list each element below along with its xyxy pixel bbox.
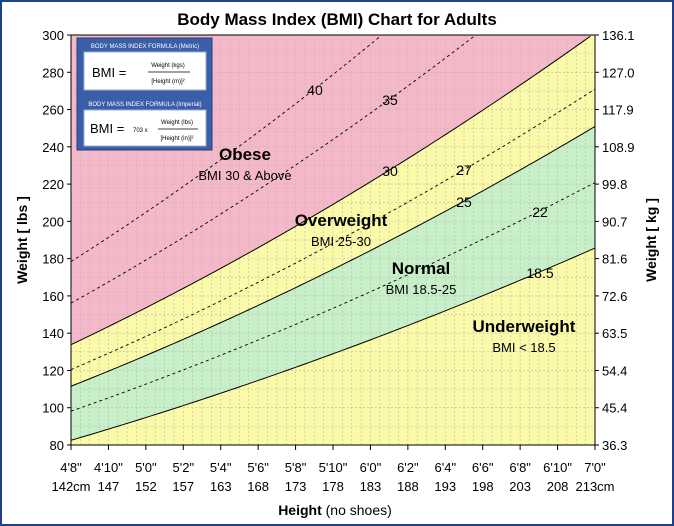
- x-tick-label-cm: 193: [434, 479, 456, 494]
- bmi-curve-22: [70, 182, 596, 412]
- formula-imperial-title: BODY MASS INDEX FORMULA (Imperial): [88, 102, 201, 108]
- y-tick-label-lbs: 180: [42, 252, 64, 267]
- x-tick-label-cm: 178: [322, 479, 344, 494]
- x-tick-label-cm: 157: [172, 479, 194, 494]
- zone-label-normal: Normal: [392, 259, 451, 278]
- y-tick-label-kg: 63.5: [602, 326, 627, 341]
- formula-imperial-lhs: BMI =: [90, 121, 124, 136]
- y-tick-label-kg: 127.0: [602, 65, 635, 80]
- y-axis-label-kg: Weight [ kg ]: [643, 198, 659, 282]
- y-tick-label-kg: 90.7: [602, 214, 627, 229]
- x-tick-label-cm: 198: [472, 479, 494, 494]
- y-tick-label-lbs: 140: [42, 326, 64, 341]
- formula-metric-denominator: [Height (m)]²: [151, 79, 184, 85]
- y-tick-label-kg: 81.6: [602, 252, 627, 267]
- x-tick-label-ftin: 5'6": [247, 460, 269, 475]
- y-tick-label-lbs: 260: [42, 103, 64, 118]
- y-tick-label-lbs: 200: [42, 214, 64, 229]
- zone-label-overweight: Overweight: [295, 211, 388, 230]
- bmi-line-label-35: 35: [382, 92, 398, 108]
- bmi-line-label-22: 22: [532, 204, 548, 220]
- y-tick-label-lbs: 100: [42, 401, 64, 416]
- bmi-line-label-30: 30: [382, 163, 398, 179]
- bmi-line-label-25: 25: [456, 194, 472, 210]
- zone-range-underweight: BMI < 18.5: [492, 340, 555, 355]
- bmi-curve-18-5: [70, 247, 596, 441]
- x-tick-label-ftin: 4'10": [94, 460, 123, 475]
- zone-range-obese: BMI 30 & Above: [198, 168, 291, 183]
- x-tick-label-cm: 163: [210, 479, 232, 494]
- x-tick-label-cm: 152: [135, 479, 157, 494]
- zone-label-obese: Obese: [219, 145, 271, 164]
- bmi-line-label-18-5: 18.5: [526, 265, 553, 281]
- x-tick-label-ftin: 5'2": [173, 460, 195, 475]
- x-tick-label-ftin: 6'2": [397, 460, 419, 475]
- y-tick-label-kg: 45.4: [602, 401, 627, 416]
- y-tick-label-kg: 99.8: [602, 177, 627, 192]
- x-axis-label: Height (no shoes): [278, 502, 392, 518]
- bmi-curve-30: [70, 35, 591, 346]
- formula-imperial-numerator: Weight (lbs): [161, 120, 193, 126]
- x-tick-label-cm: 142cm: [51, 479, 90, 494]
- formula-metric-lhs: BMI =: [92, 65, 126, 80]
- y-tick-label-lbs: 240: [42, 140, 64, 155]
- x-tick-label-cm: 188: [397, 479, 419, 494]
- bmi-curve-27: [70, 88, 596, 371]
- y-tick-label-lbs: 280: [42, 65, 64, 80]
- x-tick-label-cm: 213cm: [575, 479, 614, 494]
- bmi-formula-box: BODY MASS INDEX FORMULA (Metric) BMI = W…: [76, 37, 213, 151]
- y-tick-label-lbs: 80: [50, 438, 64, 453]
- x-tick-label-ftin: 5'8": [285, 460, 307, 475]
- x-tick-label-ftin: 7'0": [584, 460, 606, 475]
- x-tick-label-cm: 147: [98, 479, 120, 494]
- bmi-curve-40: [70, 36, 381, 262]
- zone-range-overweight: BMI 25-30: [311, 234, 371, 249]
- zone-range-normal: BMI 18.5-25: [386, 282, 457, 297]
- x-tick-label-cm: 203: [509, 479, 531, 494]
- x-tick-label-ftin: 6'8": [509, 460, 531, 475]
- formula-metric-numerator: Weight (kgs): [151, 63, 185, 69]
- x-axis-label-main: Height: [278, 502, 322, 518]
- y-tick-label-lbs: 160: [42, 289, 64, 304]
- y-tick-label-kg: 136.1: [602, 28, 635, 43]
- x-tick-label-cm: 168: [247, 479, 269, 494]
- x-tick-label-ftin: 6'10": [543, 460, 572, 475]
- x-tick-label-ftin: 6'4": [435, 460, 457, 475]
- x-tick-label-ftin: 5'10": [319, 460, 348, 475]
- x-tick-label-ftin: 4'8": [60, 460, 82, 475]
- x-tick-label-cm: 183: [360, 479, 382, 494]
- x-tick-label-ftin: 6'0": [360, 460, 382, 475]
- zone-label-underweight: Underweight: [473, 317, 576, 336]
- y-tick-label-kg: 108.9: [602, 140, 635, 155]
- y-axis-label-lbs: Weight [ lbs ]: [14, 196, 30, 284]
- x-tick-label-ftin: 5'0": [135, 460, 157, 475]
- bmi-curve-25: [70, 126, 596, 387]
- x-tick-label-ftin: 6'6": [472, 460, 494, 475]
- y-tick-label-lbs: 220: [42, 177, 64, 192]
- x-tick-label-ftin: 5'4": [210, 460, 232, 475]
- x-axis-label-note: (no shoes): [326, 502, 392, 518]
- y-tick-label-kg: 36.3: [602, 438, 627, 453]
- y-tick-label-lbs: 120: [42, 363, 64, 378]
- bmi-line-label-40: 40: [307, 82, 323, 98]
- y-tick-label-lbs: 300: [42, 28, 64, 43]
- formula-metric-title: BODY MASS INDEX FORMULA (Metric): [91, 44, 199, 50]
- formula-imperial-denominator: [Height (in)]²: [160, 136, 193, 142]
- chart-title: Body Mass Index (BMI) Chart for Adults: [177, 10, 497, 29]
- y-tick-label-kg: 54.4: [602, 363, 627, 378]
- formula-imperial-factor: 703 x: [133, 128, 148, 134]
- bmi-curve-35: [70, 36, 474, 304]
- y-tick-label-kg: 72.6: [602, 289, 627, 304]
- x-tick-label-cm: 208: [547, 479, 569, 494]
- y-tick-label-kg: 117.9: [602, 103, 634, 118]
- x-tick-label-cm: 173: [285, 479, 307, 494]
- bmi-line-label-27: 27: [456, 162, 472, 178]
